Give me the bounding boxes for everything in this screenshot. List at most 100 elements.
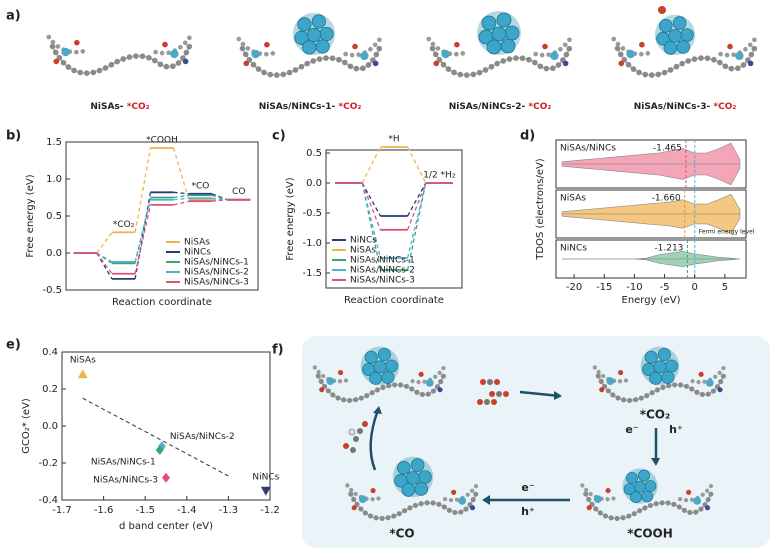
x-tick-label: -1.2 <box>260 505 280 516</box>
y-tick-label: 0.4 <box>42 347 58 358</box>
scatter-point <box>162 472 170 483</box>
connector <box>96 252 113 280</box>
structure-label: NiSAs/NiNCs-3- *CO₂ <box>634 102 737 112</box>
connector <box>361 182 382 259</box>
dos-frame <box>555 139 747 189</box>
y-axis-label: Free energy (eV) <box>25 174 36 257</box>
connector <box>134 199 152 263</box>
y-tick-label: 0.0 <box>306 178 322 189</box>
y-tick-label: -0.4 <box>38 495 58 506</box>
dos-area <box>561 193 741 215</box>
y-axis-label: GCO₂* (eV) <box>21 398 32 454</box>
panel-f <box>315 346 725 519</box>
x-axis-label: Reaction coordinate <box>112 297 212 308</box>
co2-molecules <box>477 379 509 405</box>
panel-label: b) <box>6 129 21 144</box>
y-axis-label: Free energy (eV) <box>285 177 296 260</box>
state-label: CO <box>232 187 245 197</box>
structure-name: NiSAs- <box>90 102 126 112</box>
legend-label: NiNCs <box>184 248 211 258</box>
dos-area <box>562 251 740 260</box>
connector <box>173 191 189 195</box>
step-label: e⁻ <box>625 423 638 436</box>
d-band-label: -1.465 <box>653 144 682 154</box>
oxygen <box>658 6 666 14</box>
x-tick-label: -5 <box>660 282 670 293</box>
arrow-heads <box>373 391 660 505</box>
axes-frame <box>325 149 463 289</box>
connector <box>361 182 382 231</box>
x-tick-label: 0 <box>692 282 698 293</box>
adsorbate: *CO₂ <box>713 102 736 112</box>
connector <box>407 182 427 217</box>
y-tick-label: -1.0 <box>302 238 322 249</box>
structure-name: NiSAs/NiNCs-2- <box>449 102 529 112</box>
point-label: NiSAs/NiNCs-1 <box>91 458 156 468</box>
y-tick-label: -0.5 <box>42 285 62 296</box>
connector <box>134 147 152 233</box>
y-tick-label: 1.5 <box>46 137 62 148</box>
cluster <box>292 12 336 56</box>
x-axis-label: Energy (eV) <box>622 295 681 306</box>
y-tick-label: -0.5 <box>302 208 322 219</box>
dos-panel-name: NiNCs <box>560 244 587 254</box>
adsorbate: *CO₂ <box>127 102 150 112</box>
connector <box>173 200 190 206</box>
x-tick-label: -1.7 <box>52 505 72 516</box>
x-tick-label: -1.3 <box>219 505 239 516</box>
cluster <box>392 456 434 498</box>
connector <box>406 182 427 271</box>
structure-name: NiSAs/NiNCs-1- <box>259 102 339 112</box>
panel-a <box>49 6 757 75</box>
d-band-label: -1.660 <box>652 194 681 204</box>
y-tick-label: 0.2 <box>42 384 58 395</box>
dos-area <box>561 213 741 235</box>
x-axis-label: Reaction coordinate <box>344 295 444 306</box>
panel-label: c) <box>272 129 286 144</box>
x-tick-label: -15 <box>596 282 612 293</box>
structure-label: NiSAs- *CO₂ <box>90 102 149 112</box>
structure-label: NiSAs/NiNCs-2- *CO₂ <box>449 102 552 112</box>
state-label: *CO <box>389 527 414 541</box>
y-tick-label: 0.5 <box>46 211 62 222</box>
dos-frame <box>555 189 747 239</box>
fermi-label: Fermi energy level <box>699 229 755 236</box>
x-tick-label: -1.4 <box>177 505 197 516</box>
connector <box>211 193 228 201</box>
step-label: h⁺ <box>521 505 535 518</box>
state-label: *CO₂ <box>640 408 671 422</box>
connector <box>406 182 427 259</box>
state-label: *CO <box>191 181 209 191</box>
co-molecules <box>343 421 368 453</box>
step-label: h⁺ <box>669 423 683 436</box>
legend-label: NiSAs/NiNCs-1 <box>184 258 249 268</box>
adsorbate: *CO₂ <box>528 102 551 112</box>
y-tick-label: 1.0 <box>46 174 62 185</box>
state-label: *COOH <box>146 135 178 145</box>
connector <box>172 147 190 200</box>
state-label: *H <box>388 135 399 145</box>
x-axis-label: d band center (eV) <box>119 521 213 532</box>
x-tick-label: -1.5 <box>135 505 155 516</box>
legend-label: NiSAs/NiNCs-2 <box>184 268 249 278</box>
state-label: *COOH <box>627 527 673 541</box>
connector <box>173 194 189 199</box>
dos-panel-name: NiSAs/NiNCs <box>560 144 616 154</box>
panel-label: a) <box>6 9 21 24</box>
cluster <box>476 10 522 56</box>
legend-label: NiSAs <box>350 246 376 256</box>
point-label: NiSAs/NiNCs-2 <box>170 432 235 442</box>
point-label: NiNCs <box>252 472 279 482</box>
cycle-arrows <box>369 390 658 502</box>
connector <box>406 182 427 231</box>
scatter-point <box>77 369 88 379</box>
panel-label: d) <box>520 129 535 144</box>
y-tick-label: 0.5 <box>306 148 322 159</box>
step-label: e⁻ <box>521 481 534 494</box>
y-tick-label: 0.0 <box>42 421 58 432</box>
d-band-label: -1.213 <box>654 244 683 254</box>
connector <box>134 204 152 274</box>
point-label: NiSAs/NiNCs-3 <box>93 475 158 485</box>
legend-label: NiNCs <box>350 236 377 246</box>
